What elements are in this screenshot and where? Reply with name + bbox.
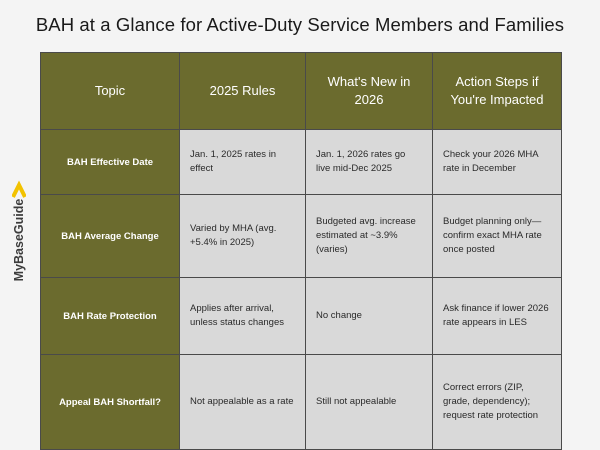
header-topic: Topic: [40, 52, 180, 130]
table-row: BAH Effective Date Jan. 1, 2025 rates in…: [40, 129, 562, 195]
table-row: BAH Rate Protection Applies after arriva…: [40, 277, 562, 355]
chevron-up-icon: [12, 180, 26, 198]
rules-2025-cell: Jan. 1, 2025 rates in effect: [179, 129, 306, 195]
page-title: BAH at a Glance for Active-Duty Service …: [35, 14, 565, 35]
logo-text: MyBaseGuide: [12, 198, 26, 282]
action-cell: Budget planning only—confirm exact MHA r…: [432, 194, 562, 278]
action-cell: Ask finance if lower 2026 rate appears i…: [432, 277, 562, 355]
new-2026-cell: Jan. 1, 2026 rates go live mid-Dec 2025: [305, 129, 433, 195]
table-row: BAH Average Change Varied by MHA (avg. +…: [40, 194, 562, 278]
table-row: Appeal BAH Shortfall? Not appealable as …: [40, 354, 562, 450]
row-topic: Appeal BAH Shortfall?: [40, 354, 180, 450]
new-2026-cell: Budgeted avg. increase estimated at ~3.9…: [305, 194, 433, 278]
rules-2025-cell: Not appealable as a rate: [179, 354, 306, 450]
header-row: Topic 2025 Rules What's New in 2026 Acti…: [40, 52, 562, 130]
header-new-2026: What's New in 2026: [305, 52, 433, 130]
row-topic: BAH Rate Protection: [40, 277, 180, 355]
header-action-steps: Action Steps if You're Impacted: [432, 52, 562, 130]
mybaseguide-logo: MyBaseGuide: [4, 180, 34, 282]
new-2026-cell: Still not appealable: [305, 354, 433, 450]
action-cell: Correct errors (ZIP, grade, dependency);…: [432, 354, 562, 450]
action-cell: Check your 2026 MHA rate in December: [432, 129, 562, 195]
rules-2025-cell: Applies after arrival, unless status cha…: [179, 277, 306, 355]
new-2026-cell: No change: [305, 277, 433, 355]
bah-table: Topic 2025 Rules What's New in 2026 Acti…: [40, 52, 562, 450]
row-topic: BAH Average Change: [40, 194, 180, 278]
rules-2025-cell: Varied by MHA (avg. +5.4% in 2025): [179, 194, 306, 278]
header-2025-rules: 2025 Rules: [179, 52, 306, 130]
row-topic: BAH Effective Date: [40, 129, 180, 195]
